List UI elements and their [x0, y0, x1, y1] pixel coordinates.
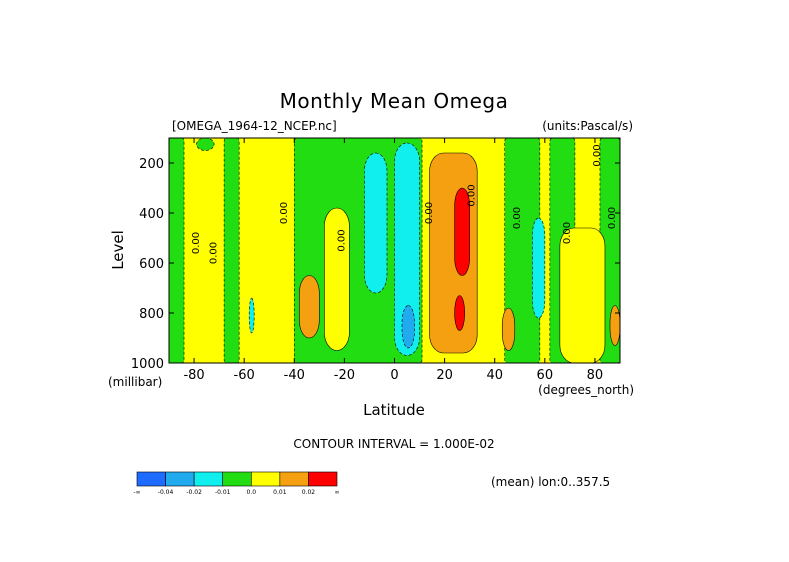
- contour-region--0.01: [504, 138, 541, 363]
- x-tick-label: 20: [436, 368, 453, 383]
- contour-labels: 0.00 0.00 0.00 0.00 0.00 0.00 0.00 0.00 0.00 0.00: [191, 144, 618, 264]
- chart-subtitle-right: (units:Pascal/s): [542, 119, 633, 133]
- colorbar: -∞ -0.04 -0.02 -0.01 0.0 0.01 0.02 ∞: [133, 471, 340, 496]
- contour-region--0.02: [364, 152, 388, 294]
- colorbar-label: -0.04: [158, 489, 174, 496]
- contour-label: 0.00: [209, 242, 220, 264]
- x-tick-label: -80: [183, 368, 204, 383]
- contour-region-0.01: [429, 152, 478, 354]
- contour-fill-layer: [169, 138, 620, 363]
- y-axis-ticks: 200 400 600 800 1000: [131, 157, 620, 372]
- colorbar-label: -0.02: [186, 489, 202, 496]
- colorbar-swatch: [250, 471, 281, 487]
- x-tick-label: 40: [486, 368, 503, 383]
- contour-region--0.01: [223, 138, 240, 363]
- colorbar-label: 0.01: [273, 489, 287, 496]
- chart-subtitle-left: [OMEGA_1964-12_NCEP.nc]: [172, 119, 337, 133]
- contour-region-0.01: [501, 307, 516, 351]
- contour-label: 0.00: [191, 232, 202, 254]
- x-tick-label: 80: [587, 368, 604, 383]
- contour-region-0.02: [454, 187, 470, 276]
- contour-label: 0.00: [512, 207, 523, 229]
- contour-label: 0.00: [279, 202, 290, 224]
- colorbar-swatch: [279, 471, 309, 487]
- contour-region-0.0: [559, 227, 606, 363]
- contour-label: 0.00: [562, 222, 573, 244]
- x-axis-label: Latitude: [363, 401, 425, 419]
- colorbar-label: ∞: [335, 489, 340, 496]
- x-tick-label: -60: [234, 368, 255, 383]
- x-unit-label: (degrees_north): [538, 383, 634, 397]
- y-tick-label: 200: [139, 157, 164, 172]
- contour-region--0.01: [196, 138, 215, 151]
- y-tick-label: 600: [139, 257, 164, 272]
- colorbar-label: 0.0: [247, 489, 257, 496]
- x-tick-label: -40: [284, 368, 305, 383]
- contour-region--0.02: [532, 217, 546, 319]
- x-tick-label: -20: [334, 368, 355, 383]
- contour-region-0.0: [324, 207, 350, 351]
- colorbar-swatch: [222, 471, 252, 487]
- y-tick-label: 1000: [131, 357, 164, 372]
- footer-mean-lon: (mean) lon:0..357.5: [491, 475, 610, 489]
- contour-label: 0.00: [607, 207, 618, 229]
- y-tick-label: 800: [139, 307, 164, 322]
- contour-region-0.02: [454, 295, 465, 331]
- y-tick-label: 400: [139, 207, 164, 222]
- colorbar-label: -∞: [133, 489, 140, 496]
- colorbar-label: -0.01: [215, 489, 231, 496]
- x-tick-label: 60: [537, 368, 554, 383]
- colorbar-swatch: [136, 471, 166, 487]
- contour-region--0.02: [248, 297, 255, 334]
- colorbar-swatch: [308, 471, 338, 487]
- contour-region--0.02: [394, 142, 420, 356]
- colorbar-swatch: [193, 471, 224, 487]
- y-axis-label: Level: [109, 230, 127, 270]
- colorbar-swatch: [165, 471, 195, 487]
- contour-region--0.01: [169, 138, 185, 363]
- contour-label: 0.00: [336, 229, 347, 251]
- y-unit-label: (millibar): [108, 375, 162, 389]
- contour-interval-text: CONTOUR INTERVAL = 1.000E-02: [293, 437, 494, 451]
- chart-title: Monthly Mean Omega: [280, 89, 509, 113]
- contour-region--0.04: [401, 305, 415, 349]
- contour-region-0.01: [609, 305, 620, 346]
- contour-label: 0.00: [592, 144, 603, 166]
- x-axis-ticks: -80 -60 -40 -20 0 20 40 60 80: [183, 138, 603, 383]
- x-tick-label: 0: [390, 368, 398, 383]
- contour-region-0.01: [298, 275, 320, 339]
- colorbar-label: 0.02: [302, 489, 316, 496]
- contour-label: 0.00: [467, 184, 478, 206]
- contour-label: 0.00: [424, 202, 435, 224]
